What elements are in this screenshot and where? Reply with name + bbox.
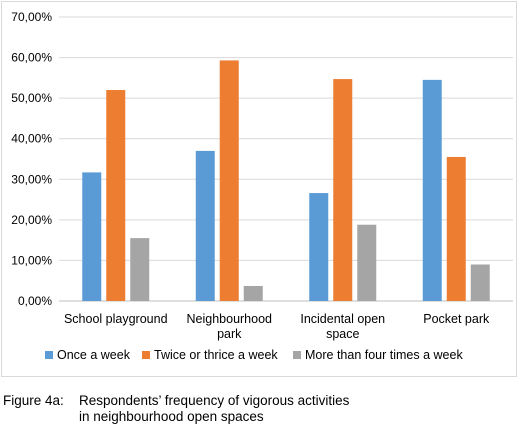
bar [130,238,150,301]
bar [219,60,239,301]
caption-prefix: Figure 4a: [3,393,64,408]
y-axis-ticks: 0,00% 10,00% 20,00% 30,00% 40,00% 50,00% 60,00… [11,10,52,308]
gridlines [59,16,513,302]
category-label: park [217,327,242,341]
bar [195,150,215,301]
y-tick-label: 50,00% [11,91,52,105]
figure-caption: Figure 4a: Respondents’ frequency of vigo… [3,393,349,425]
legend-label: Twice or thrice a week [154,348,278,362]
legend: Once a week Twice or thrice a week More th… [45,348,463,362]
category-label: space [326,327,359,341]
y-tick-label: 40,00% [11,132,52,146]
bar [333,79,353,302]
bars [82,60,490,302]
y-tick-label: 0,00% [18,294,52,308]
bar [470,264,490,301]
bar [357,224,377,301]
bar [309,193,329,301]
y-tick-label: 30,00% [11,172,52,186]
legend-label: Once a week [57,348,131,362]
category-label: Pocket park [423,312,490,326]
bar [82,172,102,301]
y-tick-label: 60,00% [11,51,52,65]
y-tick-label: 20,00% [11,213,52,227]
legend-swatch [142,351,150,359]
bar [106,90,126,302]
y-tick-label: 70,00% [11,10,52,24]
bar [446,156,466,301]
legend-swatch [45,351,53,359]
caption-line-2: in neighbourhood open spaces [79,409,264,424]
category-label: Incidental open [300,312,385,326]
bar [243,285,263,301]
bar [422,79,442,301]
category-label: Neighbourhood [187,312,273,326]
caption-line-1: Figure 4a: Respondents’ frequency of vigo… [3,393,349,409]
caption-text-1: Respondents’ frequency of vigorous activ… [79,393,350,408]
y-tick-label: 10,00% [11,253,52,267]
legend-label: More than four times a week [305,348,463,362]
category-label: School playground [64,312,168,326]
bar-chart: 0,00% 10,00% 20,00% 30,00% 40,00% 50,00% 60,00… [11,10,513,362]
legend-swatch [293,351,301,359]
